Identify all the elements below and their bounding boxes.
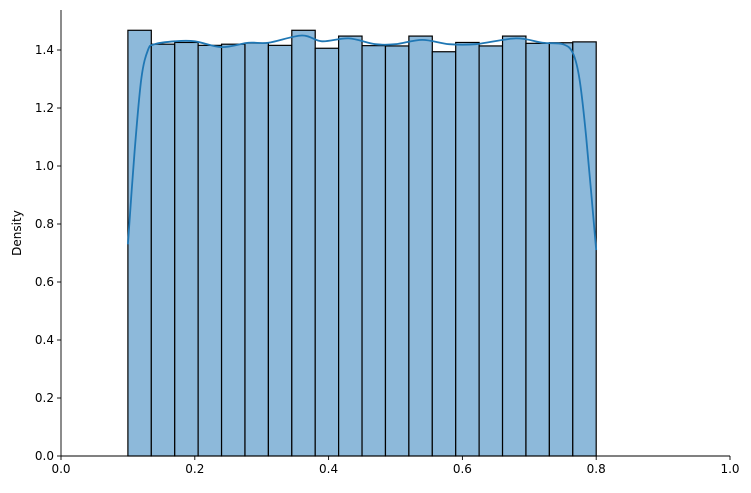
histogram-bar xyxy=(150,43,176,457)
y-tick-label: 0.2 xyxy=(35,391,54,405)
histogram-bar xyxy=(338,35,363,457)
kde-line xyxy=(127,34,598,251)
histogram-bar xyxy=(174,41,199,457)
x-tick-label: 0.6 xyxy=(453,462,472,476)
y-axis-label: Density xyxy=(10,210,24,256)
y-tick-label: 1.0 xyxy=(35,159,54,173)
histogram-bar xyxy=(548,42,574,457)
x-ticks: 0.0 0.2 0.4 0.6 0.8 1.0 xyxy=(51,456,740,476)
y-tick-label: 0.6 xyxy=(35,275,54,289)
histogram-bar xyxy=(525,42,550,457)
y-tick-label: 0.0 xyxy=(35,449,54,463)
y-tick-label: 1.2 xyxy=(35,101,54,115)
histogram-bar xyxy=(220,43,246,457)
histogram-bar xyxy=(384,45,410,457)
y-tick-label: 1.4 xyxy=(35,43,54,57)
y-tick-label: 0.8 xyxy=(35,217,54,231)
histogram-bar xyxy=(478,45,504,457)
histogram-bar xyxy=(291,29,316,457)
x-tick-label: 0.8 xyxy=(587,462,606,476)
x-tick-label: 1.0 xyxy=(720,462,739,476)
x-tick-label: 0.2 xyxy=(185,462,204,476)
histogram-bar xyxy=(455,41,480,457)
histogram-bar xyxy=(408,35,433,457)
bars xyxy=(127,29,597,457)
y-ticks: 0.0 0.2 0.4 0.6 0.8 1.0 1.2 1.4 xyxy=(35,43,61,463)
histogram-bar xyxy=(244,42,269,457)
histogram-bar xyxy=(501,35,527,457)
histogram-bar xyxy=(197,44,223,457)
x-tick-label: 0.4 xyxy=(319,462,338,476)
x-tick-label: 0.0 xyxy=(51,462,70,476)
histogram-bar xyxy=(572,41,597,457)
histogram-bar xyxy=(431,51,457,457)
histogram-bar xyxy=(267,44,293,457)
y-tick-label: 0.4 xyxy=(35,333,54,347)
histogram-bar xyxy=(314,47,340,457)
histogram-bar xyxy=(361,45,387,457)
